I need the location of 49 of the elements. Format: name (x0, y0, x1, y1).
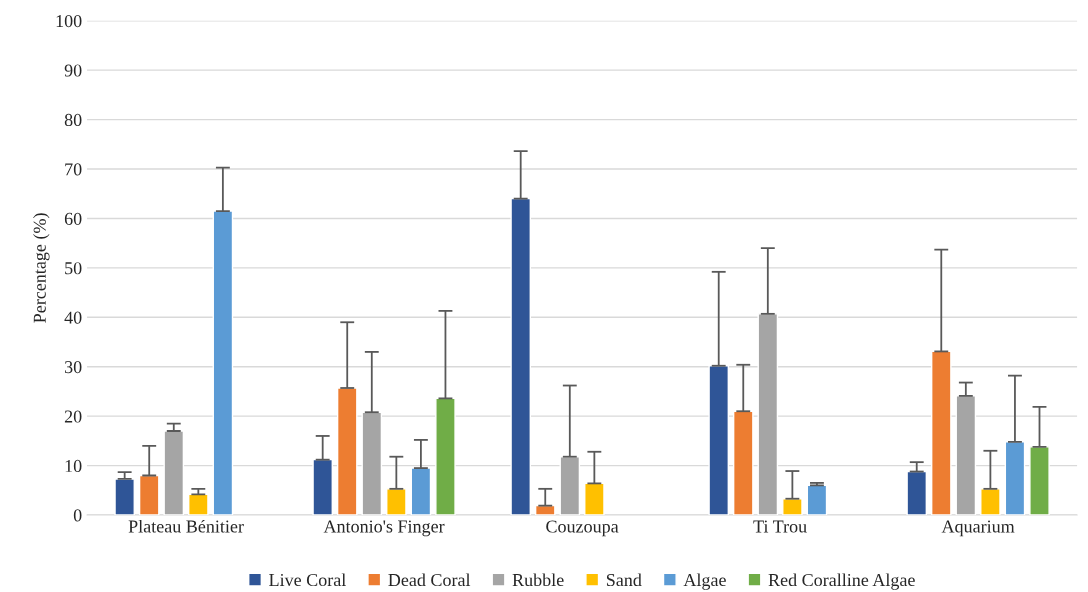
legend-label: Algae (683, 573, 726, 590)
bar (534, 504, 556, 516)
bar (980, 488, 1001, 516)
bar (757, 313, 779, 516)
bar (163, 430, 185, 516)
y-axis-title: Percentage (%) (33, 213, 50, 323)
bar (1029, 446, 1050, 516)
bar (138, 474, 160, 516)
bar (410, 467, 432, 516)
y-tick-label: 30 (64, 361, 82, 374)
bar (361, 411, 383, 516)
bar (584, 482, 605, 516)
y-tick-label: 60 (64, 212, 82, 225)
bar (906, 470, 928, 516)
y-tick-label: 50 (65, 262, 82, 275)
y-tick-label: 100 (56, 14, 82, 28)
legend-label: Dead Coral (388, 573, 471, 587)
legend-label: Red Coralline Algae (768, 573, 915, 590)
legend-label: Live Coral (269, 573, 346, 587)
bar (336, 387, 358, 516)
x-tick-label: Couzoupa (546, 520, 619, 537)
bar (386, 488, 407, 516)
legend-label: Rubble (512, 573, 564, 587)
x-tick-label: Plateau Bénitier (128, 519, 244, 533)
bar (955, 395, 977, 516)
bar (510, 197, 531, 516)
bar (782, 498, 803, 516)
bar (312, 458, 333, 516)
y-tick-label: 0 (73, 509, 82, 522)
x-tick-label: Aquarium (941, 520, 1015, 537)
y-tick-label: 20 (64, 410, 82, 423)
x-tick-label: Antonio's Finger (323, 520, 445, 537)
y-tick-label: 80 (64, 113, 82, 127)
bar (559, 456, 581, 516)
legend-label: Sand (606, 573, 642, 587)
bar (435, 397, 456, 516)
bar (1004, 441, 1026, 516)
y-tick-label: 40 (64, 311, 82, 324)
bar (114, 478, 135, 516)
bar (212, 210, 234, 516)
bar (188, 493, 209, 516)
bar (930, 350, 952, 516)
bar (732, 410, 754, 516)
bar (806, 484, 828, 516)
bar (708, 365, 730, 516)
y-tick-label: 70 (65, 163, 82, 176)
y-tick-label: 10 (65, 459, 82, 473)
y-tick-label: 90 (64, 64, 82, 77)
x-tick-label: Ti Trou (753, 520, 807, 533)
